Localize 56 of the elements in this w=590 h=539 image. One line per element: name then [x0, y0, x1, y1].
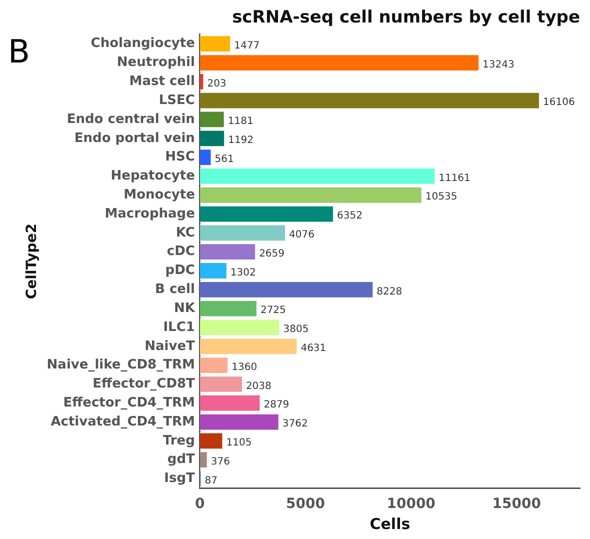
y-tick-label: Endo central vein	[66, 112, 195, 127]
x-tick-label: 0	[195, 496, 206, 512]
data-label: 4631	[300, 342, 326, 354]
data-label: 10535	[425, 192, 458, 203]
data-label: 3762	[282, 418, 308, 430]
x-tick-label: 5000	[286, 496, 326, 512]
text: B	[8, 32, 30, 70]
y-tick-label: Endo portal vein	[74, 130, 195, 146]
data-label: 8228	[376, 286, 402, 298]
data-label: 1105	[226, 438, 252, 449]
y-tick-label: Neutrophil	[116, 55, 195, 70]
y-tick-label: ILC1	[163, 320, 195, 335]
data-label: 2659	[259, 248, 285, 260]
x-tick-label: 15000	[492, 496, 542, 512]
y-tick-label: Monocyte	[124, 187, 196, 202]
data-label: 11161	[438, 172, 470, 184]
data-label: 87	[204, 475, 218, 486]
data-label: 1477	[234, 40, 260, 52]
y-tick-label: KC	[176, 225, 195, 240]
y-tick-label: pDC	[165, 263, 195, 278]
y-tick-label: NK	[174, 300, 196, 316]
y-axis-title: CellType2	[24, 223, 40, 300]
data-label: 2038	[246, 380, 272, 392]
x-axis-title: Cells	[370, 514, 410, 533]
y-tick-label: Activated_CD4_TRM	[50, 414, 195, 430]
data-label: 2725	[260, 305, 286, 316]
y-tick-label: Hepatocyte	[110, 168, 196, 184]
data-label: 4076	[288, 230, 314, 241]
data-label: 1302	[230, 267, 256, 278]
y-tick-label: HSC	[165, 150, 195, 165]
y-tick-label: cDC	[166, 244, 195, 260]
data-label: 376	[210, 456, 230, 468]
x-tick-label: 10000	[386, 496, 436, 512]
data-label: 203	[207, 78, 226, 90]
data-label: 1192	[228, 134, 254, 146]
y-tick-label: LSEC	[158, 92, 195, 108]
y-tick-label: Naive_like_CD8_TRM	[46, 358, 195, 373]
data-label: 3805	[283, 324, 309, 336]
chart-title: scRNA-seq cell numbers by cell type	[232, 8, 580, 28]
data-label: 1360	[232, 362, 258, 373]
y-tick-label: NaiveT	[144, 338, 196, 354]
y-tick-label: Cholangiocyte	[90, 36, 196, 52]
y-tick-label: Macrophage	[104, 206, 196, 222]
y-tick-label: IsgT	[164, 471, 196, 486]
data-label: 561	[214, 154, 234, 165]
y-tick-label: Effector_CD8T	[92, 376, 196, 392]
data-label: 6352	[337, 210, 362, 222]
data-label: 1181	[228, 116, 254, 128]
y-tick-label: Treg	[162, 433, 195, 448]
y-tick-label: B cell	[155, 282, 195, 298]
y-tick-label: Mast cell	[129, 74, 195, 90]
y-tick-label: Effector_CD4_TRM	[63, 395, 195, 410]
data-label: 13243	[482, 59, 514, 70]
data-label: 16106	[543, 97, 575, 108]
y-tick-label: gdT	[167, 452, 196, 468]
data-label: 2879	[264, 400, 290, 411]
